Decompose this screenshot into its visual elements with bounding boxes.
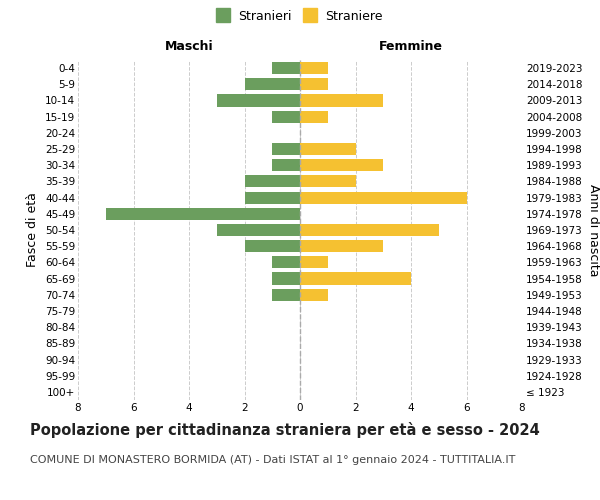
Bar: [217, 94, 300, 106]
Bar: [245, 176, 300, 188]
Bar: [300, 272, 411, 284]
Text: Popolazione per cittadinanza straniera per età e sesso - 2024: Popolazione per cittadinanza straniera p…: [30, 422, 540, 438]
Bar: [217, 224, 300, 236]
Bar: [272, 62, 300, 74]
Bar: [272, 143, 300, 155]
Bar: [300, 256, 328, 268]
Bar: [300, 288, 328, 301]
Bar: [300, 62, 328, 74]
Bar: [300, 78, 328, 90]
Y-axis label: Fasce di età: Fasce di età: [26, 192, 40, 268]
Bar: [300, 159, 383, 172]
Bar: [300, 94, 383, 106]
Bar: [272, 256, 300, 268]
Bar: [300, 240, 383, 252]
Bar: [272, 272, 300, 284]
Bar: [245, 192, 300, 203]
Bar: [272, 110, 300, 122]
Bar: [106, 208, 300, 220]
Bar: [245, 240, 300, 252]
Bar: [300, 176, 356, 188]
Text: Femmine: Femmine: [379, 40, 443, 53]
Legend: Stranieri, Straniere: Stranieri, Straniere: [217, 10, 383, 23]
Bar: [300, 143, 356, 155]
Y-axis label: Anni di nascita: Anni di nascita: [587, 184, 599, 276]
Bar: [272, 288, 300, 301]
Bar: [300, 110, 328, 122]
Text: Maschi: Maschi: [164, 40, 214, 53]
Text: COMUNE DI MONASTERO BORMIDA (AT) - Dati ISTAT al 1° gennaio 2024 - TUTTITALIA.IT: COMUNE DI MONASTERO BORMIDA (AT) - Dati …: [30, 455, 515, 465]
Bar: [245, 78, 300, 90]
Bar: [300, 224, 439, 236]
Bar: [300, 192, 467, 203]
Bar: [272, 159, 300, 172]
